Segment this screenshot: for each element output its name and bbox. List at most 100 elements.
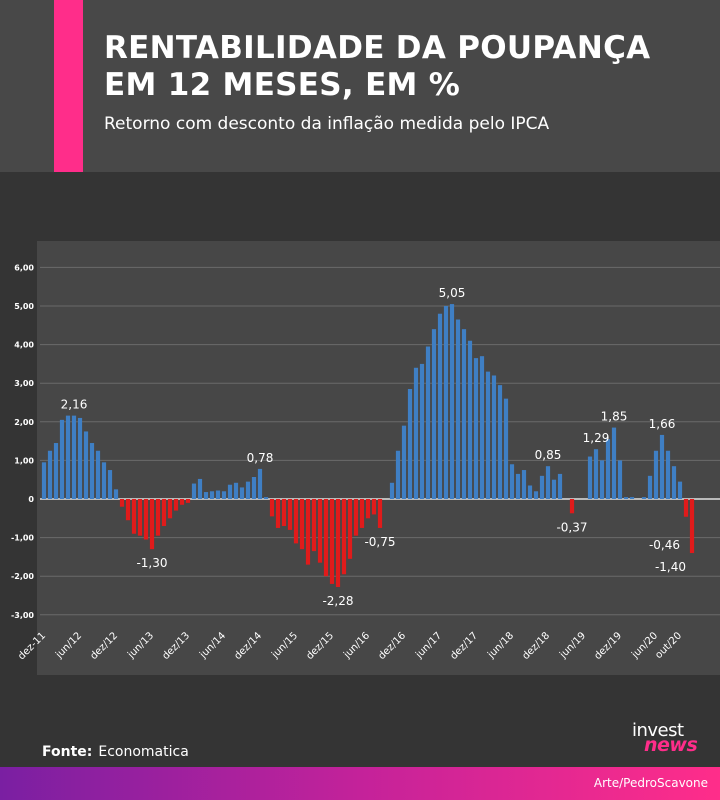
title-line-1: RENTABILIDADE DA POUPANÇA (104, 30, 651, 66)
bar (281, 499, 287, 527)
bar (347, 499, 353, 559)
data-label: 2,16 (61, 398, 88, 412)
bar (197, 478, 203, 499)
bar (449, 304, 455, 499)
y-tick-label: 5,00 (14, 302, 34, 311)
bar (209, 491, 215, 499)
bar (605, 439, 611, 499)
bar (473, 358, 479, 499)
bar (173, 499, 179, 511)
x-tick-label: dez-11 (16, 630, 48, 662)
data-label: 5,05 (439, 286, 466, 300)
x-tick-label: dez/15 (304, 630, 336, 662)
chart-title: RENTABILIDADE DA POUPANÇA EM 12 MESES, E… (104, 30, 704, 104)
bar (137, 499, 143, 536)
bar (599, 460, 605, 499)
bar (479, 356, 485, 499)
bar (551, 479, 557, 499)
x-tick-label: jun/14 (197, 630, 228, 661)
x-tick-label: jun/18 (485, 630, 516, 661)
x-tick-label: jun/16 (341, 630, 372, 661)
bar (203, 492, 209, 499)
bar (365, 499, 371, 519)
footer-bar: Arte/PedroScavone (0, 767, 720, 800)
bar (305, 499, 311, 565)
bar (569, 499, 575, 514)
bar (179, 499, 185, 505)
bar (113, 489, 119, 499)
y-tick-label: 3,00 (14, 379, 34, 388)
bar (167, 499, 173, 519)
bar (317, 499, 323, 563)
bar (593, 449, 599, 499)
bar (371, 499, 377, 515)
art-credit: Arte/PedroScavone (593, 776, 708, 790)
bar (413, 367, 419, 499)
bar (623, 497, 629, 499)
bar (341, 499, 347, 575)
x-tick-label: dez/14 (232, 630, 264, 662)
y-tick-label: -2,00 (11, 572, 34, 581)
x-tick-label: jun/12 (53, 630, 84, 661)
bar (641, 497, 647, 499)
bar (335, 499, 341, 588)
bar (239, 487, 245, 499)
bar (131, 499, 137, 534)
bar (269, 499, 275, 517)
bar (401, 425, 407, 499)
bar (89, 443, 95, 499)
bar (65, 415, 71, 499)
title-line-2: EM 12 MESES, EM % (104, 67, 461, 103)
bar (251, 476, 257, 499)
x-tick-label: jun/17 (413, 630, 444, 661)
bar (425, 346, 431, 499)
bar (221, 491, 227, 499)
x-tick-label: dez/16 (376, 630, 408, 662)
bar (647, 475, 653, 499)
bar-chart: 6,00 5,00 4,00 3,00 2,00 1,00 0 -1,00 -2,00 -3,00… (11, 263, 720, 662)
bar (503, 398, 509, 499)
data-label: 0,78 (247, 451, 274, 465)
bar (161, 499, 167, 527)
bar (185, 499, 191, 503)
source-note: Fonte: Economatica (42, 744, 189, 760)
data-label: 1,66 (649, 417, 676, 431)
data-label: -2,28 (322, 594, 353, 608)
data-label: -0,37 (556, 520, 587, 534)
bar (653, 450, 659, 499)
bar (533, 491, 539, 499)
bar (101, 462, 107, 499)
bar (683, 499, 689, 517)
bar (257, 468, 263, 499)
bar (629, 497, 635, 499)
bar (329, 499, 335, 584)
bar (671, 466, 677, 499)
bar (497, 385, 503, 499)
bar (155, 499, 161, 536)
bar (143, 499, 149, 540)
bar (263, 497, 269, 499)
bar (119, 499, 125, 507)
bar (419, 363, 425, 499)
bar (467, 340, 473, 499)
bar (245, 481, 251, 499)
x-tick-label: dez/13 (160, 630, 192, 662)
bar (191, 483, 197, 499)
bar (77, 417, 83, 499)
bar (53, 443, 59, 499)
data-label: -0,46 (649, 538, 680, 552)
y-tick-label: 6,00 (14, 263, 34, 272)
data-label: 1,29 (583, 431, 610, 445)
logo-text-news: news (644, 734, 698, 756)
bar (389, 482, 395, 499)
bar (665, 450, 671, 499)
x-tick-label: jun/15 (269, 630, 300, 661)
data-label: -1,40 (655, 560, 686, 574)
bar (311, 499, 317, 552)
x-tick-label: jun/19 (557, 630, 588, 661)
bar (125, 499, 131, 521)
x-tick-label: dez/17 (448, 630, 480, 662)
bar (515, 473, 521, 499)
bar (611, 427, 617, 499)
bar (377, 499, 383, 528)
